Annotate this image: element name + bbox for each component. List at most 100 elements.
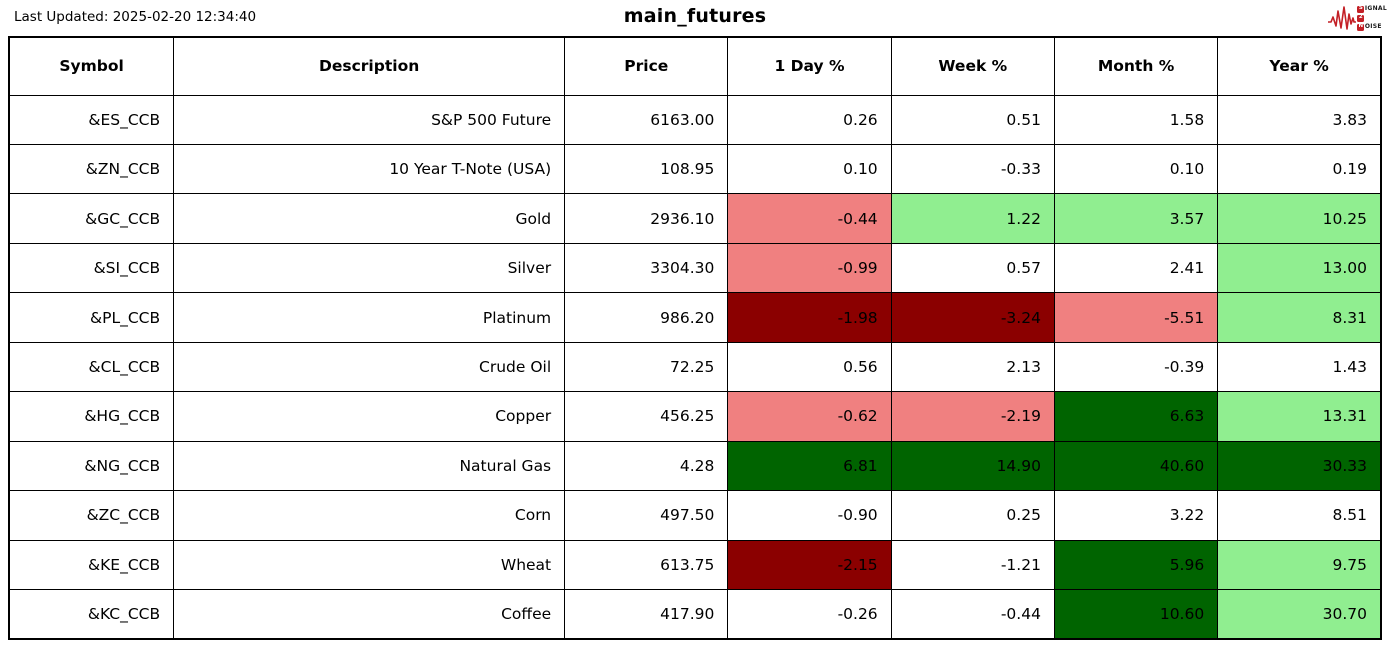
1day-pct-cell: -1.98 — [727, 292, 892, 343]
1day-pct-cell: -2.15 — [727, 539, 892, 591]
month-pct-cell: 3.57 — [1053, 193, 1219, 244]
logo-line-noise: N OISE — [1357, 23, 1387, 31]
column-header-1day-pct: 1 Day % — [727, 36, 892, 96]
week-pct-cell: -0.44 — [890, 589, 1055, 640]
futures-table-body: &ES_CCB S&P 500 Future 6163.00 0.26 0.51 1.58… — [8, 94, 1382, 640]
page-title: main_futures — [623, 5, 767, 27]
waveform-line — [1328, 6, 1357, 30]
price-cell: 2936.10 — [564, 193, 729, 244]
symbol-cell: &PL_CCB — [8, 292, 175, 343]
month-pct-cell: 5.96 — [1053, 539, 1219, 591]
table-row: &KC_CCB Coffee 417.90 -0.26 -0.44 10.60 30.70 — [8, 589, 1382, 640]
description-cell: Corn — [173, 490, 566, 541]
column-header-week-pct: Week % — [890, 36, 1055, 96]
table-row: &GC_CCB Gold 2936.10 -0.44 1.22 3.57 10.25 — [8, 193, 1382, 244]
price-cell: 108.95 — [564, 143, 729, 195]
symbol-cell: &SI_CCB — [8, 242, 175, 294]
column-header-description: Description — [173, 36, 566, 96]
table-row: &ZC_CCB Corn 497.50 -0.90 0.25 3.22 8.51 — [8, 490, 1382, 541]
waveform-icon — [1328, 6, 1357, 30]
symbol-cell: &ZC_CCB — [8, 490, 175, 541]
table-row: &ZN_CCB 10 Year T-Note (USA) 108.95 0.10 -0.… — [8, 143, 1382, 195]
symbol-cell: &KC_CCB — [8, 589, 175, 640]
description-cell: Coffee — [173, 589, 566, 640]
signal-2-noise-logo: S IGNAL 2 N OISE — [1328, 2, 1387, 34]
symbol-cell: &KE_CCB — [8, 539, 175, 591]
week-pct-cell: -2.19 — [890, 391, 1055, 442]
month-pct-cell: 0.10 — [1053, 143, 1219, 195]
month-pct-cell: 40.60 — [1053, 440, 1219, 492]
logo-text-ignal: IGNAL — [1364, 5, 1387, 12]
header-row: Symbol Description Price 1 Day % Week % … — [8, 36, 1382, 96]
1day-pct-cell: 0.56 — [727, 341, 892, 393]
table-row: &CL_CCB Crude Oil 72.25 0.56 2.13 -0.39 1.43 — [8, 341, 1382, 393]
price-cell: 6163.00 — [564, 94, 729, 145]
month-pct-cell: 6.63 — [1053, 391, 1219, 442]
year-pct-cell: 8.51 — [1217, 490, 1382, 541]
month-pct-cell: -0.39 — [1053, 341, 1219, 393]
year-pct-cell: 8.31 — [1217, 292, 1382, 343]
year-pct-cell: 13.31 — [1217, 391, 1382, 442]
column-header-year-pct: Year % — [1217, 36, 1382, 96]
week-pct-cell: 0.51 — [890, 94, 1055, 145]
year-pct-cell: 1.43 — [1217, 341, 1382, 393]
week-pct-cell: -0.33 — [890, 143, 1055, 195]
price-cell: 986.20 — [564, 292, 729, 343]
description-cell: Gold — [173, 193, 566, 244]
description-cell: Crude Oil — [173, 341, 566, 393]
year-pct-cell: 10.25 — [1217, 193, 1382, 244]
symbol-cell: &GC_CCB — [8, 193, 175, 244]
description-cell: Copper — [173, 391, 566, 442]
table-row: &ES_CCB S&P 500 Future 6163.00 0.26 0.51 1.58… — [8, 94, 1382, 145]
table-row: &PL_CCB Platinum 986.20 -1.98 -3.24 -5.51 8.31 — [8, 292, 1382, 343]
year-pct-cell: 3.83 — [1217, 94, 1382, 145]
futures-table: Symbol Description Price 1 Day % Week % … — [8, 36, 1382, 640]
description-cell: Natural Gas — [173, 440, 566, 492]
week-pct-cell: 2.13 — [890, 341, 1055, 393]
column-header-price: Price — [564, 36, 729, 96]
price-cell: 456.25 — [564, 391, 729, 442]
week-pct-cell: 0.57 — [890, 242, 1055, 294]
1day-pct-cell: -0.44 — [727, 193, 892, 244]
week-pct-cell: 0.25 — [890, 490, 1055, 541]
logo-text: S IGNAL 2 N OISE — [1357, 5, 1387, 31]
price-cell: 497.50 — [564, 490, 729, 541]
1day-pct-cell: -0.62 — [727, 391, 892, 442]
symbol-cell: &HG_CCB — [8, 391, 175, 442]
1day-pct-cell: -0.99 — [727, 242, 892, 294]
description-cell: S&P 500 Future — [173, 94, 566, 145]
price-cell: 613.75 — [564, 539, 729, 591]
year-pct-cell: 0.19 — [1217, 143, 1382, 195]
symbol-cell: &ZN_CCB — [8, 143, 175, 195]
month-pct-cell: 2.41 — [1053, 242, 1219, 294]
year-pct-cell: 9.75 — [1217, 539, 1382, 591]
year-pct-cell: 30.70 — [1217, 589, 1382, 640]
1day-pct-cell: -0.26 — [727, 589, 892, 640]
table-row: &HG_CCB Copper 456.25 -0.62 -2.19 6.63 13.31 — [8, 391, 1382, 442]
1day-pct-cell: 0.26 — [727, 94, 892, 145]
logo-badge-2: 2 — [1357, 14, 1365, 22]
logo-text-oise: OISE — [1364, 23, 1382, 30]
month-pct-cell: 10.60 — [1053, 589, 1219, 640]
logo-line-2: 2 — [1357, 14, 1387, 22]
price-cell: 4.28 — [564, 440, 729, 492]
price-cell: 3304.30 — [564, 242, 729, 294]
description-cell: Wheat — [173, 539, 566, 591]
month-pct-cell: -5.51 — [1053, 292, 1219, 343]
table-row: &NG_CCB Natural Gas 4.28 6.81 14.90 40.60 30.3… — [8, 440, 1382, 492]
week-pct-cell: 14.90 — [890, 440, 1055, 492]
price-cell: 72.25 — [564, 341, 729, 393]
symbol-cell: &ES_CCB — [8, 94, 175, 145]
1day-pct-cell: 6.81 — [727, 440, 892, 492]
1day-pct-cell: -0.90 — [727, 490, 892, 541]
description-cell: Silver — [173, 242, 566, 294]
logo-badge-s: S — [1357, 5, 1365, 13]
table-row: &SI_CCB Silver 3304.30 -0.99 0.57 2.41 13.00 — [8, 242, 1382, 294]
week-pct-cell: 1.22 — [890, 193, 1055, 244]
table-row: &KE_CCB Wheat 613.75 -2.15 -1.21 5.96 9.75 — [8, 539, 1382, 591]
symbol-cell: &CL_CCB — [8, 341, 175, 393]
last-updated-label: Last Updated: 2025-02-20 12:34:40 — [14, 9, 257, 25]
price-cell: 417.90 — [564, 589, 729, 640]
description-cell: 10 Year T-Note (USA) — [173, 143, 566, 195]
week-pct-cell: -1.21 — [890, 539, 1055, 591]
